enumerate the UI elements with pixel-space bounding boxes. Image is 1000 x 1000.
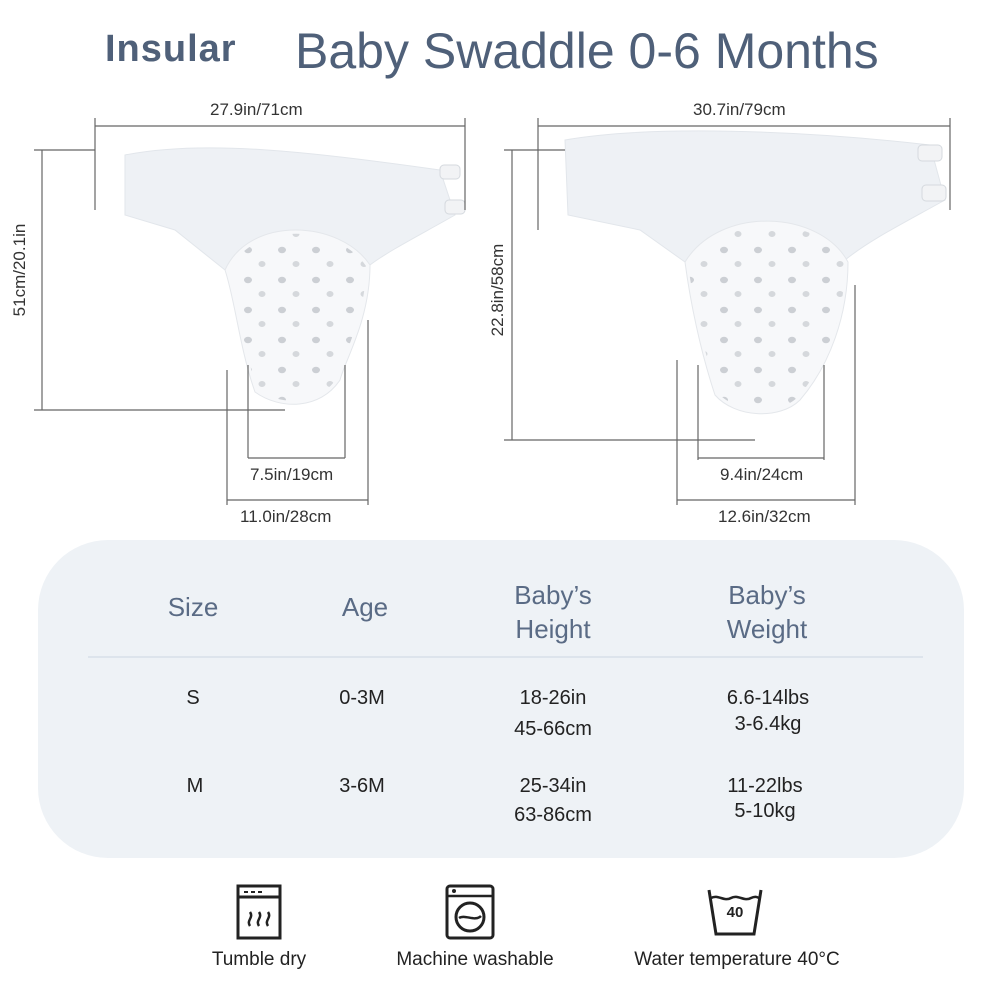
table-divider [88,656,923,658]
tumble-dry-icon [236,884,282,940]
medium-width-label: 30.7in/79cm [693,100,786,119]
row-weight-lbs: 6.6-14lbs [726,687,810,709]
weight-header-line1: Baby’s [728,580,806,610]
row-weight-lbs: 11-22lbs [727,775,803,797]
height-header: Baby’s Height [473,578,633,646]
age-header: Age [341,592,389,622]
machine-washable-label: Machine washable [396,949,554,970]
row-size: S [186,687,200,709]
swaddle-medium-image [564,130,947,415]
row-size: M [186,775,204,797]
size-header: Size [167,592,219,622]
swaddle-diagram [34,118,951,505]
swaddle-small-image [124,147,466,405]
water-temperature-value: 40 [726,904,744,921]
page-title: Baby Swaddle 0-6 Months [295,23,879,79]
medium-height-label: 22.8in/58cm [488,243,507,337]
brand-logo: Insular [105,28,237,70]
row-weight-kg: 3-6.4kg [734,713,802,735]
height-header-line2: Height [515,614,591,644]
row-height-in: 18-26in [519,687,587,709]
water-temperature-icon: 40 [706,886,764,938]
row-age: 3-6M [339,775,385,797]
medium-wrap-width-label: 12.6in/32cm [718,507,811,526]
weight-header: Baby’s Weight [687,578,847,646]
height-header-line1: Baby’s [514,580,592,610]
small-height-label: 51cm/20.1in [10,223,29,317]
machine-washable-icon [445,884,495,940]
row-height-cm: 63-86cm [514,804,592,826]
small-bottom-width-label: 7.5in/19cm [250,465,334,484]
tumble-dry-label: Tumble dry [211,949,307,970]
small-width-label: 27.9in/71cm [210,100,303,119]
row-height-in: 25-34in [519,775,587,797]
medium-bottom-width-label: 9.4in/24cm [720,465,804,484]
row-height-cm: 45-66cm [514,718,592,740]
small-wrap-width-label: 11.0in/28cm [240,507,332,526]
weight-header-line2: Weight [726,614,808,644]
row-age: 0-3M [339,687,385,709]
row-weight-kg: 5-10kg [734,800,796,822]
size-table [38,540,964,858]
water-temperature-label: Water temperature 40°C [634,949,840,970]
